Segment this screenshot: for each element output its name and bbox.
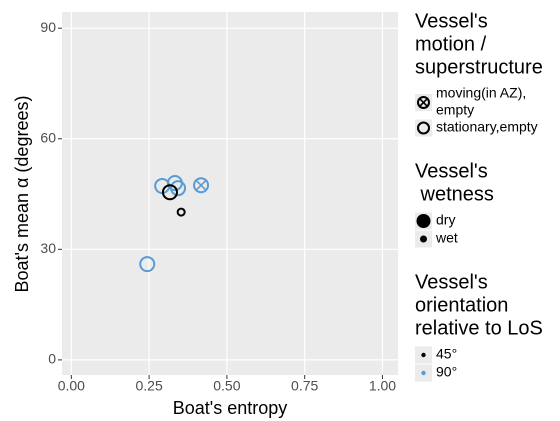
legend-title: motion / bbox=[415, 33, 487, 55]
marker-shape bbox=[176, 207, 186, 217]
legend-label: empty bbox=[436, 102, 474, 118]
marker-shape bbox=[193, 177, 210, 194]
point bbox=[161, 184, 178, 201]
legend-label: moving(in AZ), bbox=[436, 85, 526, 101]
legend-symbol bbox=[417, 96, 430, 109]
legend-label: wet bbox=[435, 230, 458, 246]
marker-shape bbox=[417, 96, 430, 109]
y-tick-label: 90 bbox=[40, 19, 56, 35]
x-tick-label: 0.25 bbox=[135, 378, 162, 394]
marker-shape bbox=[170, 180, 187, 197]
y-axis-title: Boat's mean α (degrees) bbox=[12, 96, 32, 293]
point bbox=[170, 180, 187, 197]
legend-symbol bbox=[421, 370, 426, 376]
legend-title: Vessel's bbox=[415, 271, 488, 293]
y-tick-label: 30 bbox=[40, 240, 56, 256]
legend-symbol bbox=[421, 352, 426, 358]
marker-shape bbox=[416, 214, 431, 228]
legend-title: superstructure bbox=[415, 56, 543, 78]
legend-title: orientation bbox=[415, 294, 508, 316]
x-tick-label: 0.00 bbox=[58, 378, 85, 394]
marker-shape bbox=[421, 370, 426, 376]
marker-cross bbox=[195, 179, 207, 191]
y-tick-label: 60 bbox=[40, 129, 56, 145]
marker-shape bbox=[139, 256, 156, 273]
legend-title: Vessel's bbox=[415, 160, 488, 182]
legend-title: wetness bbox=[415, 183, 494, 205]
legend-label: 90° bbox=[436, 364, 457, 380]
plot-panel bbox=[62, 12, 398, 375]
legend-label: 45° bbox=[436, 346, 457, 362]
legend-label: dry bbox=[436, 212, 455, 228]
point bbox=[176, 207, 186, 217]
legend-label: stationary,empty bbox=[436, 119, 538, 135]
legend-title: Vessel's bbox=[415, 10, 488, 32]
x-axis-title: Boat's entropy bbox=[173, 398, 288, 418]
marker-shape bbox=[161, 184, 178, 201]
point bbox=[193, 177, 210, 194]
point bbox=[139, 256, 156, 273]
marker-cross bbox=[419, 98, 428, 107]
marker-shape bbox=[420, 235, 427, 243]
x-tick-label: 0.50 bbox=[213, 378, 240, 394]
y-tick-label: 0 bbox=[48, 351, 56, 367]
legend-symbol bbox=[416, 214, 431, 228]
legend-title: relative to LoS bbox=[415, 317, 543, 339]
marker-shape bbox=[417, 121, 430, 135]
legend-symbol bbox=[417, 121, 430, 135]
x-tick-label: 0.75 bbox=[291, 378, 318, 394]
marker-shape bbox=[421, 352, 426, 358]
x-tick-label: 1.00 bbox=[369, 378, 396, 394]
legend-symbol bbox=[420, 235, 427, 243]
